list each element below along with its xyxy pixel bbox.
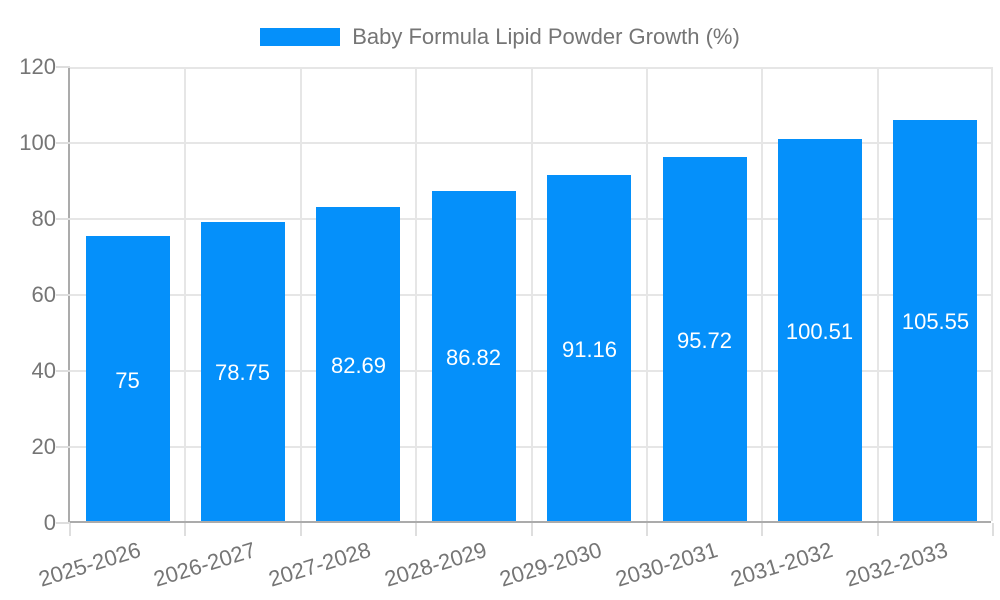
y-axis-tick <box>56 66 70 68</box>
x-tick-label: 2025-2026 <box>35 537 144 592</box>
bar-value-label: 82.69 <box>330 353 387 378</box>
y-axis-tick <box>56 142 70 144</box>
x-tick-label: 2030-2031 <box>612 537 721 592</box>
gridline-vertical <box>877 67 879 521</box>
y-tick-label: 80 <box>31 206 56 231</box>
x-axis-tick <box>992 523 994 536</box>
gridline-horizontal <box>70 446 991 448</box>
gridline-vertical <box>300 67 302 521</box>
bar <box>893 120 977 521</box>
y-axis-tick <box>56 218 70 220</box>
gridline-vertical <box>991 67 993 521</box>
bar-value-label: 105.55 <box>901 309 970 334</box>
x-axis-tick <box>761 523 763 536</box>
x-axis-tick <box>184 523 186 536</box>
bar <box>201 222 285 521</box>
x-tick-label: 2026-2027 <box>150 537 259 592</box>
gridline-vertical <box>531 67 533 521</box>
bar-value-label: 75 <box>115 368 140 393</box>
bar <box>663 157 747 521</box>
bar <box>86 236 170 521</box>
y-tick-label: 120 <box>19 54 56 79</box>
y-tick-label: 100 <box>19 130 56 155</box>
x-tick-label: 2027-2028 <box>265 537 374 592</box>
x-tick-label: 2031-2032 <box>727 537 836 592</box>
y-tick-label: 60 <box>31 282 56 307</box>
gridline-vertical <box>646 67 648 521</box>
bar-value-label: 100.51 <box>785 319 854 344</box>
bar <box>547 175 631 521</box>
legend: Baby Formula Lipid Powder Growth (%) <box>0 24 1000 50</box>
legend-label: Baby Formula Lipid Powder Growth (%) <box>352 24 740 49</box>
y-tick-label: 0 <box>43 510 56 535</box>
bar-value-label: 78.75 <box>214 360 271 385</box>
bar-value-label: 95.72 <box>676 328 733 353</box>
gridline-horizontal <box>70 142 991 144</box>
x-axis-tick <box>877 523 879 536</box>
gridline-vertical <box>184 67 186 521</box>
bar <box>778 139 862 521</box>
y-tick-label: 20 <box>31 434 56 459</box>
bar <box>316 207 400 521</box>
gridline-vertical <box>761 67 763 521</box>
bar-value-label: 91.16 <box>561 337 618 362</box>
y-tick-label: 40 <box>31 358 56 383</box>
x-tick-label: 2032-2033 <box>842 537 951 592</box>
x-axis-tick <box>300 523 302 536</box>
gridline-horizontal <box>70 370 991 372</box>
bar-value-label: 86.82 <box>445 345 502 370</box>
gridline-horizontal <box>70 294 991 296</box>
y-axis-tick <box>56 522 70 524</box>
x-axis-tick <box>646 523 648 536</box>
bar <box>432 191 516 521</box>
plot-area: 75 78.75 82.69 86.82 91.16 95.72 100.51 105.55 <box>68 67 993 523</box>
y-axis-tick <box>56 370 70 372</box>
x-axis-tick <box>415 523 417 536</box>
x-axis-tick <box>69 523 71 536</box>
gridline-horizontal <box>70 218 991 220</box>
x-axis-tick <box>531 523 533 536</box>
y-axis-tick <box>56 294 70 296</box>
gridline-vertical <box>415 67 417 521</box>
y-axis-tick <box>56 446 70 448</box>
gridline-horizontal <box>70 67 991 69</box>
x-tick-label: 2029-2030 <box>496 537 605 592</box>
x-tick-label: 2028-2029 <box>381 537 490 592</box>
legend-swatch <box>260 28 341 46</box>
